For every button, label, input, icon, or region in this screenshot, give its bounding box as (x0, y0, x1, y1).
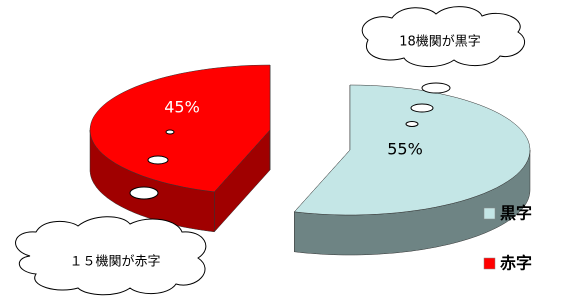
value-label: 55% (387, 140, 423, 159)
legend-swatch (484, 208, 495, 219)
value-label: 45% (164, 98, 200, 117)
annotation: １５機関が赤字 (69, 255, 160, 270)
legend-label: 赤字 (500, 254, 532, 273)
legend-label: 黒字 (500, 204, 532, 223)
annotation: 18機関が黒字 (399, 35, 481, 50)
chart: 55% 45% 18機関が黒字 １５機関が赤字 黒字赤字 (0, 0, 574, 300)
legend-swatch (484, 258, 495, 269)
